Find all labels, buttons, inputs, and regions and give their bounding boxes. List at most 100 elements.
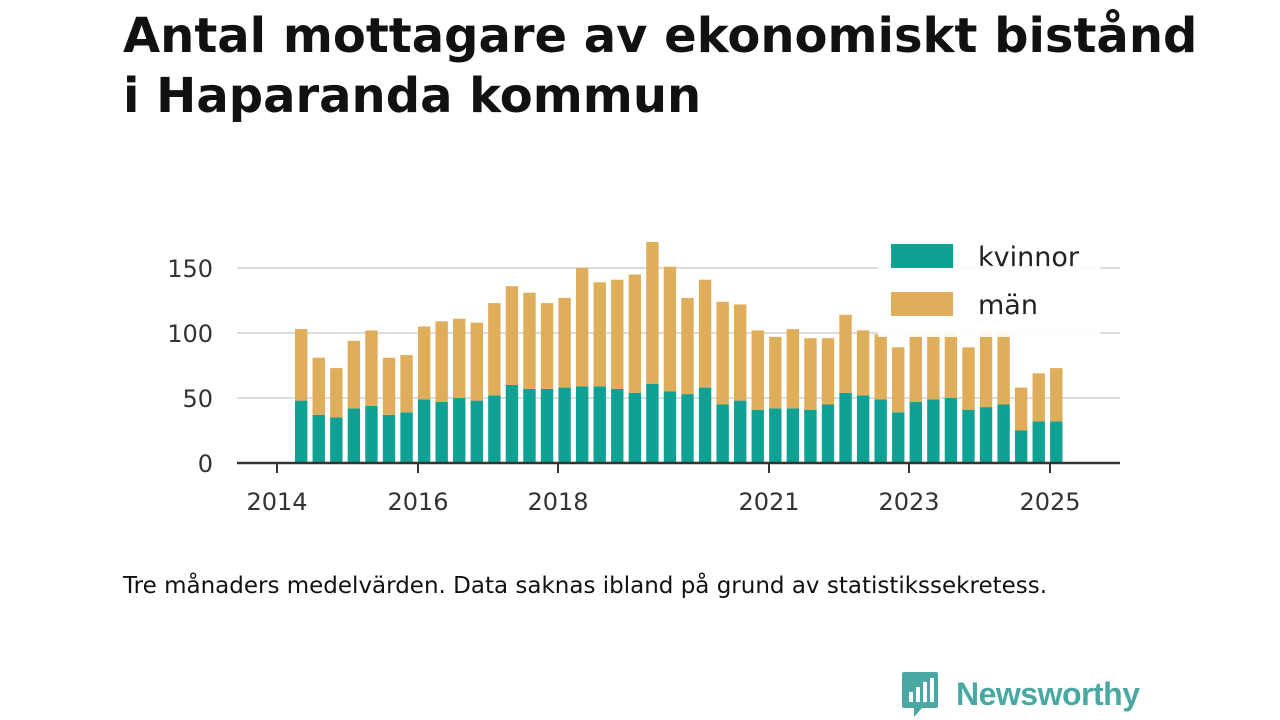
y-tick-label: 100 (167, 320, 213, 348)
bar-kvinnor (1050, 421, 1063, 463)
bar-man (312, 357, 325, 415)
bar-man (962, 347, 975, 410)
x-tick-label: 2023 (878, 488, 939, 516)
bar-man (944, 333, 958, 398)
bar-man (892, 347, 905, 413)
bar-man (347, 340, 361, 409)
bar-man (295, 329, 308, 401)
x-tick-label: 2021 (738, 488, 799, 516)
bar-kvinnor (962, 409, 975, 463)
bar-kvinnor (330, 417, 343, 463)
bar-kvinnor (628, 392, 642, 463)
newsworthy-logo-icon (902, 672, 938, 717)
bar-man (698, 279, 712, 388)
bar-kvinnor (540, 388, 554, 463)
bar-kvinnor (927, 399, 940, 463)
bar-man (523, 292, 536, 389)
axes: 0 50 100 150 2014 2016 2018 2021 2023 2025 (167, 255, 1120, 516)
bar-man (979, 333, 993, 408)
bar-man (593, 282, 606, 387)
x-tick-label: 2016 (387, 488, 448, 516)
bar-kvinnor (979, 407, 993, 463)
legend-swatch-man (891, 292, 953, 316)
bar-kvinnor (470, 400, 483, 463)
bar-kvinnor (997, 404, 1010, 463)
bar-man (874, 334, 887, 400)
bar-man (611, 279, 624, 389)
bar-kvinnor (909, 401, 922, 463)
bar-man (769, 336, 782, 409)
bar-man (400, 355, 413, 413)
bar-kvinnor (453, 398, 466, 463)
bar-man (417, 326, 431, 400)
bar-kvinnor (611, 388, 624, 463)
bar-kvinnor (593, 386, 606, 463)
bar-man (751, 330, 764, 410)
bar-kvinnor (646, 383, 659, 463)
bar-kvinnor (892, 412, 905, 463)
bar-man (330, 368, 343, 418)
legend-swatch-kvinnor (891, 244, 953, 268)
brand-logo: Newsworthy (900, 668, 1140, 720)
bar-kvinnor (681, 394, 694, 463)
bar-kvinnor (786, 408, 800, 463)
footnote: Tre månaders medelvärden. Data saknas ib… (123, 573, 1048, 599)
y-tick-label: 0 (198, 450, 213, 478)
bars (295, 242, 1063, 463)
legend-label: män (978, 290, 1038, 321)
chart-title-line-1: Antal mottagare av ekonomiskt bistånd (123, 8, 1198, 64)
bar-kvinnor (821, 404, 835, 463)
chart-title-line-2: i Haparanda kommun (123, 68, 702, 124)
bar-man (997, 333, 1010, 405)
x-tick-label: 2014 (246, 488, 307, 516)
y-tick-label: 150 (167, 255, 213, 283)
bar-kvinnor (312, 414, 325, 463)
brand-name: Newsworthy (956, 675, 1140, 712)
bar-kvinnor (295, 400, 308, 463)
bar-kvinnor (751, 409, 764, 463)
bar-man (681, 297, 694, 395)
bar-man (839, 314, 852, 393)
bar-man (786, 329, 800, 409)
bar-kvinnor (400, 412, 413, 463)
bar-kvinnor (839, 392, 852, 463)
bar-kvinnor (575, 386, 589, 463)
bar-kvinnor (523, 388, 536, 463)
bar-kvinnor (856, 395, 870, 463)
bar-man (575, 268, 589, 387)
bar-kvinnor (874, 399, 887, 463)
legend: kvinnor män (878, 232, 1100, 337)
bar-man (540, 303, 554, 389)
bar-man (856, 330, 870, 396)
bar-man (365, 330, 378, 406)
bar-man (716, 301, 729, 405)
bar-man (909, 334, 922, 402)
y-tick-label: 50 (182, 385, 213, 413)
bar-man (488, 303, 501, 396)
bar-man (453, 318, 466, 398)
bar-man (821, 338, 835, 405)
legend-label: kvinnor (978, 242, 1080, 273)
bar-kvinnor (558, 387, 571, 463)
bar-man (1014, 387, 1028, 431)
bar-man (1050, 368, 1063, 422)
stacked-bar-chart: 0 50 100 150 2014 2016 2018 2021 2023 2025 kvinno… (167, 232, 1120, 516)
bar-kvinnor (365, 405, 378, 463)
bar-man (470, 322, 483, 401)
bar-kvinnor (488, 395, 501, 463)
chart-title: Antal mottagare av ekonomiskt bistånd i … (123, 6, 1223, 126)
bar-man (558, 297, 571, 388)
bar-man (804, 338, 817, 410)
bar-kvinnor (1032, 421, 1045, 463)
bar-kvinnor (698, 387, 712, 463)
bar-man (734, 304, 747, 401)
bar-man (505, 286, 519, 385)
bar-man (663, 266, 677, 392)
bar-kvinnor (417, 399, 431, 463)
bar-kvinnor (505, 385, 519, 463)
bar-man (1032, 373, 1045, 422)
bar-kvinnor (382, 414, 396, 463)
bar-kvinnor (1014, 430, 1028, 463)
bar-kvinnor (347, 408, 361, 463)
bar-man (646, 242, 659, 384)
